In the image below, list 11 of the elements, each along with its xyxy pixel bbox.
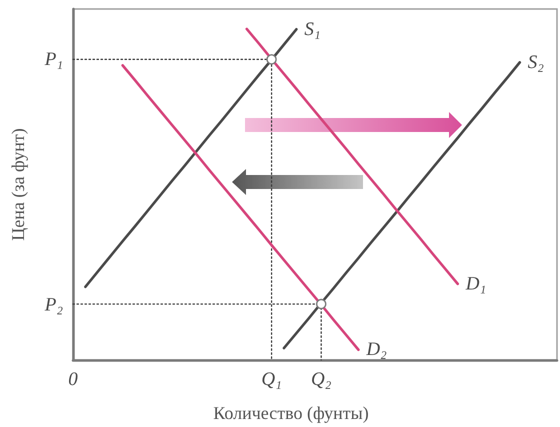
x-tick-label: Q₂ [311, 369, 332, 390]
series-label: S₁ [304, 18, 320, 40]
x-tick-label: Q₁ [261, 369, 282, 390]
series-label: S₂ [528, 52, 544, 73]
annotation: P₁ [44, 49, 63, 70]
x-axis-title: Количество (фунты) [213, 403, 369, 423]
annotation: P₂ [44, 294, 64, 316]
y-axis-title: Цена (за фунт) [8, 128, 28, 241]
x-tick-label: 0 [68, 369, 78, 390]
series-label: D₂ [365, 339, 388, 360]
series-label: D₁ [464, 273, 486, 294]
